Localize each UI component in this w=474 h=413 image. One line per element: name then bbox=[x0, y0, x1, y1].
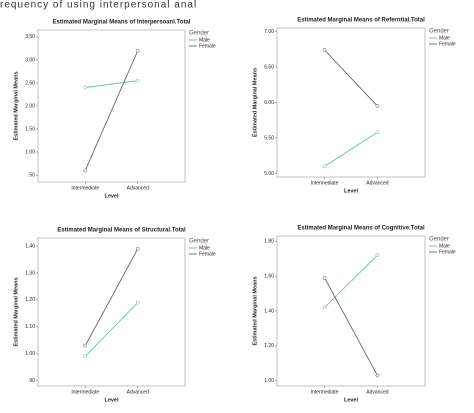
x-axis-label: Level bbox=[344, 397, 359, 403]
series-line bbox=[85, 80, 138, 88]
y-tick-label: 5.50 bbox=[264, 135, 274, 141]
point-marker bbox=[83, 85, 88, 90]
point-marker bbox=[135, 78, 140, 83]
y-axis-label: Estimated Marginal Means bbox=[13, 71, 19, 140]
y-tick-label: 7.00 bbox=[264, 29, 274, 35]
point-marker bbox=[375, 373, 380, 378]
point-marker bbox=[83, 343, 88, 348]
y-tick-label: 5.00 bbox=[264, 171, 274, 177]
legend-label: Male bbox=[439, 243, 450, 249]
y-tick-label: 1.40 bbox=[264, 308, 274, 314]
y-tick-label: 1.00 bbox=[25, 149, 35, 155]
y-tick-label: 1.60 bbox=[264, 273, 274, 279]
plot-area bbox=[276, 235, 426, 387]
legend-label: Female bbox=[199, 251, 216, 257]
point-marker bbox=[322, 276, 327, 280]
x-axis-label: Level bbox=[104, 397, 119, 403]
legend-label: Female bbox=[199, 43, 216, 49]
series-line bbox=[84, 302, 139, 357]
y-tick-label: 1.00 bbox=[264, 378, 274, 384]
legend-label: Male bbox=[199, 37, 210, 43]
x-tick-label: Intermediate bbox=[71, 389, 99, 395]
y-tick-label: 2.50 bbox=[25, 80, 35, 86]
point-marker bbox=[83, 354, 88, 359]
legend-title: Gender bbox=[189, 239, 209, 245]
x-tick-label: Advanced bbox=[366, 180, 388, 186]
x-axis-label: Level bbox=[104, 193, 119, 199]
point-marker bbox=[322, 305, 327, 310]
y-tick-label: 1.50 bbox=[25, 126, 35, 132]
y-tick-label: 1.20 bbox=[25, 297, 35, 303]
y-tick-label: 3.00 bbox=[25, 57, 35, 63]
y-tick-label: 2.00 bbox=[25, 103, 35, 109]
point-marker bbox=[375, 104, 380, 108]
y-axis-label: Estimated Marginal Means bbox=[252, 276, 258, 345]
point-marker bbox=[135, 246, 140, 251]
y-axis-label: Estimated Marginal Means bbox=[13, 277, 19, 346]
header-text: requency of using interpersonal anal bbox=[0, 0, 197, 11]
y-tick-label: 3.50 bbox=[25, 34, 35, 40]
legend-title: Gender bbox=[429, 29, 449, 35]
series-line bbox=[324, 254, 378, 308]
plot-area bbox=[276, 27, 426, 178]
point-marker bbox=[322, 48, 327, 52]
point-marker bbox=[83, 168, 88, 173]
series-line bbox=[324, 49, 378, 107]
chart-title: Estimated Marginal Means of Structural.T… bbox=[57, 228, 186, 234]
series-line bbox=[324, 277, 378, 376]
legend-label: Female bbox=[439, 249, 456, 255]
series-line bbox=[324, 131, 378, 167]
series-line bbox=[84, 248, 139, 346]
series-line bbox=[84, 50, 139, 171]
chart-title: Estimated Marginal Means of Cognitive.To… bbox=[297, 226, 425, 232]
y-tick-label: .90 bbox=[28, 378, 35, 384]
x-tick-label: Advanced bbox=[366, 389, 388, 395]
legend-title: Gender bbox=[429, 237, 449, 243]
y-tick-label: 1.00 bbox=[25, 351, 35, 357]
point-marker bbox=[322, 164, 327, 169]
point-marker bbox=[135, 300, 140, 305]
x-tick-label: Intermediate bbox=[71, 185, 99, 191]
plot-area bbox=[37, 29, 186, 183]
x-tick-label: Advanced bbox=[127, 389, 149, 395]
y-axis-label: Estimated Marginal Means bbox=[252, 68, 258, 137]
y-tick-label: 6.00 bbox=[264, 100, 274, 106]
point-marker bbox=[135, 48, 140, 53]
y-tick-label: 1.30 bbox=[25, 270, 35, 276]
y-tick-label: .50 bbox=[28, 172, 35, 178]
x-tick-label: Intermediate bbox=[311, 180, 339, 186]
x-tick-label: Advanced bbox=[127, 185, 149, 191]
legend-label: Female bbox=[439, 41, 456, 47]
point-marker bbox=[375, 130, 380, 135]
x-axis-label: Level bbox=[344, 188, 359, 194]
plot-area bbox=[37, 237, 186, 387]
y-tick-label: 1.10 bbox=[25, 324, 35, 330]
y-tick-label: 1.80 bbox=[264, 239, 274, 245]
chart-title: Estimated Marginal Means of Referntial.T… bbox=[297, 18, 425, 24]
point-marker bbox=[375, 253, 380, 258]
legend-label: Male bbox=[199, 245, 210, 251]
y-tick-label: 6.50 bbox=[264, 64, 274, 70]
y-tick-label: 1.40 bbox=[25, 243, 35, 249]
legend-title: Gender bbox=[189, 31, 209, 37]
chart-title: Estimated Marginal Means of Interpersoan… bbox=[53, 20, 191, 26]
x-tick-label: Intermediate bbox=[311, 389, 339, 395]
y-tick-label: 1.20 bbox=[264, 343, 274, 349]
legend-label: Male bbox=[439, 35, 450, 41]
